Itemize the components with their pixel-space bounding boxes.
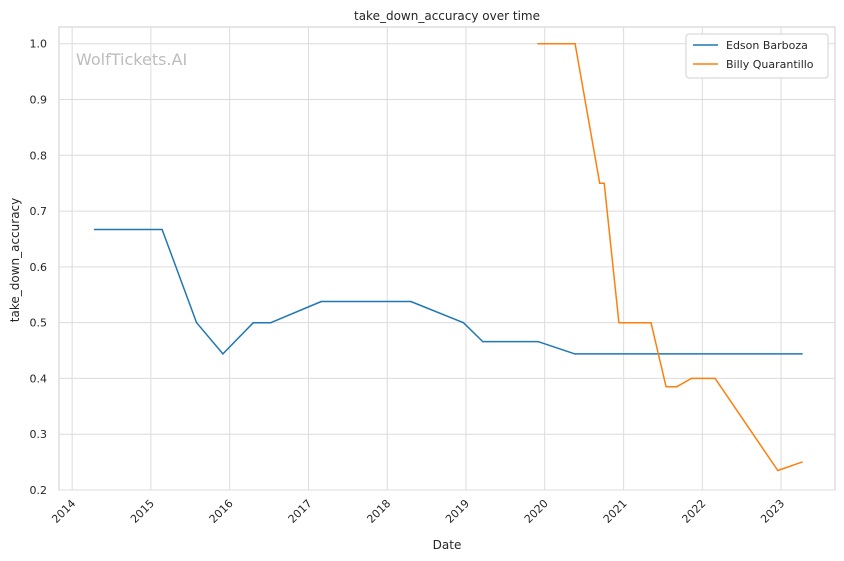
- data-point-billy-quarantillo: [714, 377, 716, 380]
- data-point-edson-barboza: [252, 321, 255, 324]
- data-point-billy-quarantillo: [603, 182, 605, 184]
- x-axis-title: Date: [433, 538, 462, 552]
- y-tick-label: 0.4: [30, 372, 48, 385]
- data-point-edson-barboza: [161, 228, 163, 231]
- x-tick-label: 2019: [443, 497, 472, 526]
- chart-title: take_down_accuracy over time: [354, 9, 540, 23]
- data-point-edson-barboza: [320, 300, 323, 303]
- x-tick-label: 2023: [758, 497, 787, 526]
- data-point-edson-barboza: [574, 353, 576, 355]
- y-tick-label: 0.6: [30, 261, 48, 274]
- legend: Edson Barboza Billy Quarantillo: [685, 33, 829, 79]
- data-point-billy-quarantillo: [690, 377, 693, 380]
- data-point-billy-quarantillo: [650, 321, 652, 324]
- data-point-edson-barboza: [93, 228, 96, 231]
- y-tick-label: 0.3: [30, 428, 48, 441]
- series-lines: [93, 42, 803, 472]
- x-tick-label: 2021: [601, 497, 630, 526]
- x-tick-label: 2022: [679, 497, 708, 526]
- data-point-edson-barboza: [537, 340, 539, 343]
- x-tick-label: 2017: [286, 497, 315, 526]
- watermark-text: WolfTickets.AI: [76, 50, 187, 69]
- data-point-edson-barboza: [222, 353, 224, 355]
- y-axis-title: take_down_accuracy: [8, 198, 22, 322]
- plot-area: [58, 26, 836, 491]
- data-point-edson-barboza: [195, 321, 198, 324]
- data-point-edson-barboza: [270, 321, 272, 324]
- data-point-billy-quarantillo: [618, 321, 620, 324]
- x-tick-label: 2018: [364, 497, 393, 526]
- data-point-billy-quarantillo: [801, 461, 803, 463]
- data-point-edson-barboza: [801, 353, 803, 355]
- legend-box: [685, 33, 829, 79]
- data-point-edson-barboza: [482, 340, 484, 343]
- data-point-billy-quarantillo: [574, 42, 576, 45]
- data-point-billy-quarantillo: [777, 469, 779, 472]
- y-tick-label: 1.0: [30, 38, 48, 51]
- y-tick-label: 0.7: [30, 205, 48, 218]
- y-tick-label: 0.5: [30, 317, 48, 330]
- data-point-edson-barboza: [410, 300, 412, 303]
- data-point-billy-quarantillo: [537, 42, 539, 45]
- x-tick-label: 2016: [207, 497, 236, 526]
- series-line-billy-quarantillo: [538, 42, 803, 472]
- x-tick-label: 2020: [522, 497, 551, 526]
- data-point-billy-quarantillo: [665, 386, 667, 388]
- data-point-billy-quarantillo: [598, 182, 601, 184]
- legend-label-billy-quarantillo: Billy Quarantillo: [726, 58, 814, 71]
- x-tick-label: 2015: [128, 497, 157, 526]
- y-tick-label: 0.2: [30, 484, 48, 497]
- data-point-billy-quarantillo: [675, 386, 678, 388]
- data-point-edson-barboza: [462, 321, 465, 324]
- x-tick-label: 2014: [49, 497, 78, 526]
- legend-label-edson-barboza: Edson Barboza: [726, 39, 808, 52]
- y-tick-label: 0.9: [30, 94, 48, 107]
- y-tick-label: 0.8: [30, 149, 48, 162]
